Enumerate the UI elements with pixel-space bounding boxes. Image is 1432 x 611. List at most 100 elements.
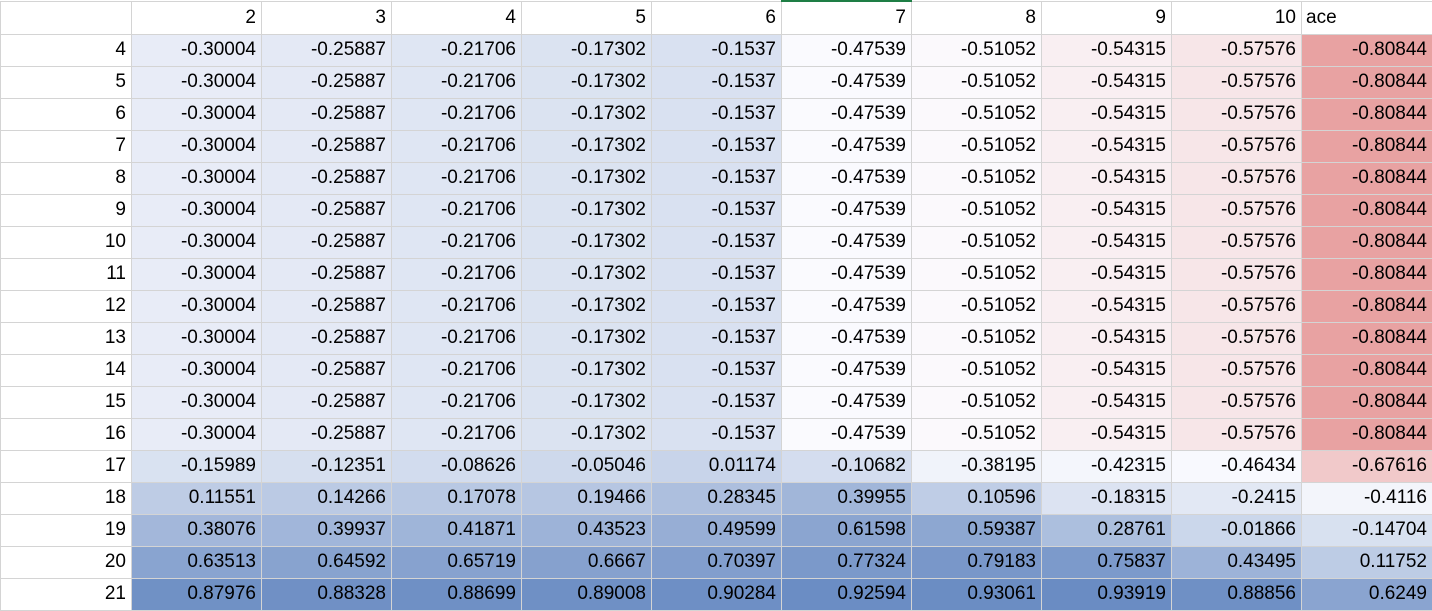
row-label[interactable]: 15 — [1, 386, 132, 418]
data-cell[interactable]: -0.54315 — [1042, 354, 1172, 386]
data-cell[interactable]: 0.17078 — [392, 482, 522, 514]
row-label[interactable]: 21 — [1, 578, 132, 610]
data-cell[interactable]: 0.39955 — [782, 482, 912, 514]
data-cell[interactable]: -0.51052 — [912, 130, 1042, 162]
data-cell[interactable]: -0.54315 — [1042, 258, 1172, 290]
data-cell[interactable]: 0.87976 — [132, 578, 262, 610]
data-cell[interactable]: -0.57576 — [1172, 162, 1302, 194]
data-cell[interactable]: -0.17302 — [522, 386, 652, 418]
data-cell[interactable]: -0.47539 — [782, 386, 912, 418]
data-cell[interactable]: 0.41871 — [392, 514, 522, 546]
data-cell[interactable]: -0.51052 — [912, 290, 1042, 322]
column-header[interactable]: 9 — [1042, 1, 1172, 34]
data-cell[interactable]: -0.51052 — [912, 354, 1042, 386]
data-cell[interactable]: -0.30004 — [132, 162, 262, 194]
data-cell[interactable]: 0.75837 — [1042, 546, 1172, 578]
row-label[interactable]: 9 — [1, 194, 132, 226]
data-cell[interactable]: -0.25887 — [262, 162, 392, 194]
data-cell[interactable]: -0.25887 — [262, 34, 392, 66]
data-cell[interactable]: -0.1537 — [652, 34, 782, 66]
data-cell[interactable]: -0.54315 — [1042, 226, 1172, 258]
data-cell[interactable]: -0.1537 — [652, 290, 782, 322]
data-cell[interactable]: -0.80844 — [1302, 162, 1432, 194]
data-cell[interactable]: -0.30004 — [132, 194, 262, 226]
data-cell[interactable]: -0.25887 — [262, 226, 392, 258]
data-cell[interactable]: 0.65719 — [392, 546, 522, 578]
data-cell[interactable]: -0.21706 — [392, 258, 522, 290]
data-cell[interactable]: 0.70397 — [652, 546, 782, 578]
data-cell[interactable]: -0.25887 — [262, 258, 392, 290]
data-cell[interactable]: -0.47539 — [782, 226, 912, 258]
data-cell[interactable]: -0.1537 — [652, 130, 782, 162]
row-label[interactable]: 14 — [1, 354, 132, 386]
data-cell[interactable]: 0.89008 — [522, 578, 652, 610]
data-cell[interactable]: -0.30004 — [132, 354, 262, 386]
data-cell[interactable]: -0.47539 — [782, 34, 912, 66]
data-cell[interactable]: -0.57576 — [1172, 130, 1302, 162]
data-cell[interactable]: -0.57576 — [1172, 418, 1302, 450]
data-cell[interactable]: -0.21706 — [392, 418, 522, 450]
data-cell[interactable]: -0.17302 — [522, 418, 652, 450]
data-cell[interactable]: -0.51052 — [912, 322, 1042, 354]
data-cell[interactable]: -0.54315 — [1042, 98, 1172, 130]
data-cell[interactable]: -0.17302 — [522, 98, 652, 130]
data-cell[interactable]: -0.54315 — [1042, 386, 1172, 418]
column-header[interactable]: 7 — [782, 1, 912, 34]
data-cell[interactable]: -0.57576 — [1172, 194, 1302, 226]
data-cell[interactable]: -0.54315 — [1042, 418, 1172, 450]
data-cell[interactable]: -0.47539 — [782, 290, 912, 322]
data-cell[interactable]: -0.54315 — [1042, 34, 1172, 66]
data-cell[interactable]: -0.21706 — [392, 386, 522, 418]
data-cell[interactable]: -0.51052 — [912, 194, 1042, 226]
row-label[interactable]: 10 — [1, 226, 132, 258]
data-cell[interactable]: 0.79183 — [912, 546, 1042, 578]
data-cell[interactable]: -0.54315 — [1042, 290, 1172, 322]
data-cell[interactable]: -0.17302 — [522, 66, 652, 98]
data-cell[interactable]: -0.14704 — [1302, 514, 1432, 546]
row-label[interactable]: 12 — [1, 290, 132, 322]
data-cell[interactable]: -0.51052 — [912, 226, 1042, 258]
data-cell[interactable]: -0.54315 — [1042, 162, 1172, 194]
data-cell[interactable]: -0.47539 — [782, 98, 912, 130]
data-cell[interactable]: -0.17302 — [522, 322, 652, 354]
data-cell[interactable]: -0.51052 — [912, 162, 1042, 194]
data-cell[interactable]: -0.17302 — [522, 354, 652, 386]
data-cell[interactable]: -0.25887 — [262, 354, 392, 386]
data-cell[interactable]: -0.2415 — [1172, 482, 1302, 514]
column-header[interactable]: 4 — [392, 1, 522, 34]
row-label[interactable]: 11 — [1, 258, 132, 290]
data-cell[interactable]: -0.1537 — [652, 98, 782, 130]
data-cell[interactable]: -0.21706 — [392, 290, 522, 322]
data-cell[interactable]: -0.47539 — [782, 322, 912, 354]
data-cell[interactable]: -0.1537 — [652, 354, 782, 386]
data-cell[interactable]: -0.17302 — [522, 258, 652, 290]
data-cell[interactable]: 0.93061 — [912, 578, 1042, 610]
data-cell[interactable]: -0.30004 — [132, 290, 262, 322]
data-cell[interactable]: 0.77324 — [782, 546, 912, 578]
data-cell[interactable]: -0.46434 — [1172, 450, 1302, 482]
data-cell[interactable]: -0.25887 — [262, 290, 392, 322]
data-cell[interactable]: -0.57576 — [1172, 354, 1302, 386]
row-label[interactable]: 17 — [1, 450, 132, 482]
data-cell[interactable]: -0.1537 — [652, 258, 782, 290]
data-cell[interactable]: -0.21706 — [392, 322, 522, 354]
data-cell[interactable]: -0.25887 — [262, 98, 392, 130]
data-cell[interactable]: -0.57576 — [1172, 290, 1302, 322]
data-cell[interactable]: -0.57576 — [1172, 322, 1302, 354]
data-cell[interactable]: -0.21706 — [392, 34, 522, 66]
data-cell[interactable]: -0.1537 — [652, 418, 782, 450]
data-cell[interactable]: -0.80844 — [1302, 98, 1432, 130]
data-cell[interactable]: -0.1537 — [652, 322, 782, 354]
row-label[interactable]: 18 — [1, 482, 132, 514]
data-cell[interactable]: -0.1537 — [652, 194, 782, 226]
column-header[interactable]: 8 — [912, 1, 1042, 34]
column-header[interactable]: 6 — [652, 1, 782, 34]
data-cell[interactable]: -0.01866 — [1172, 514, 1302, 546]
data-cell[interactable]: -0.80844 — [1302, 258, 1432, 290]
data-cell[interactable]: -0.08626 — [392, 450, 522, 482]
data-cell[interactable]: 0.49599 — [652, 514, 782, 546]
data-cell[interactable]: 0.43523 — [522, 514, 652, 546]
column-header[interactable]: 10 — [1172, 1, 1302, 34]
data-cell[interactable]: 0.6667 — [522, 546, 652, 578]
row-label[interactable]: 19 — [1, 514, 132, 546]
